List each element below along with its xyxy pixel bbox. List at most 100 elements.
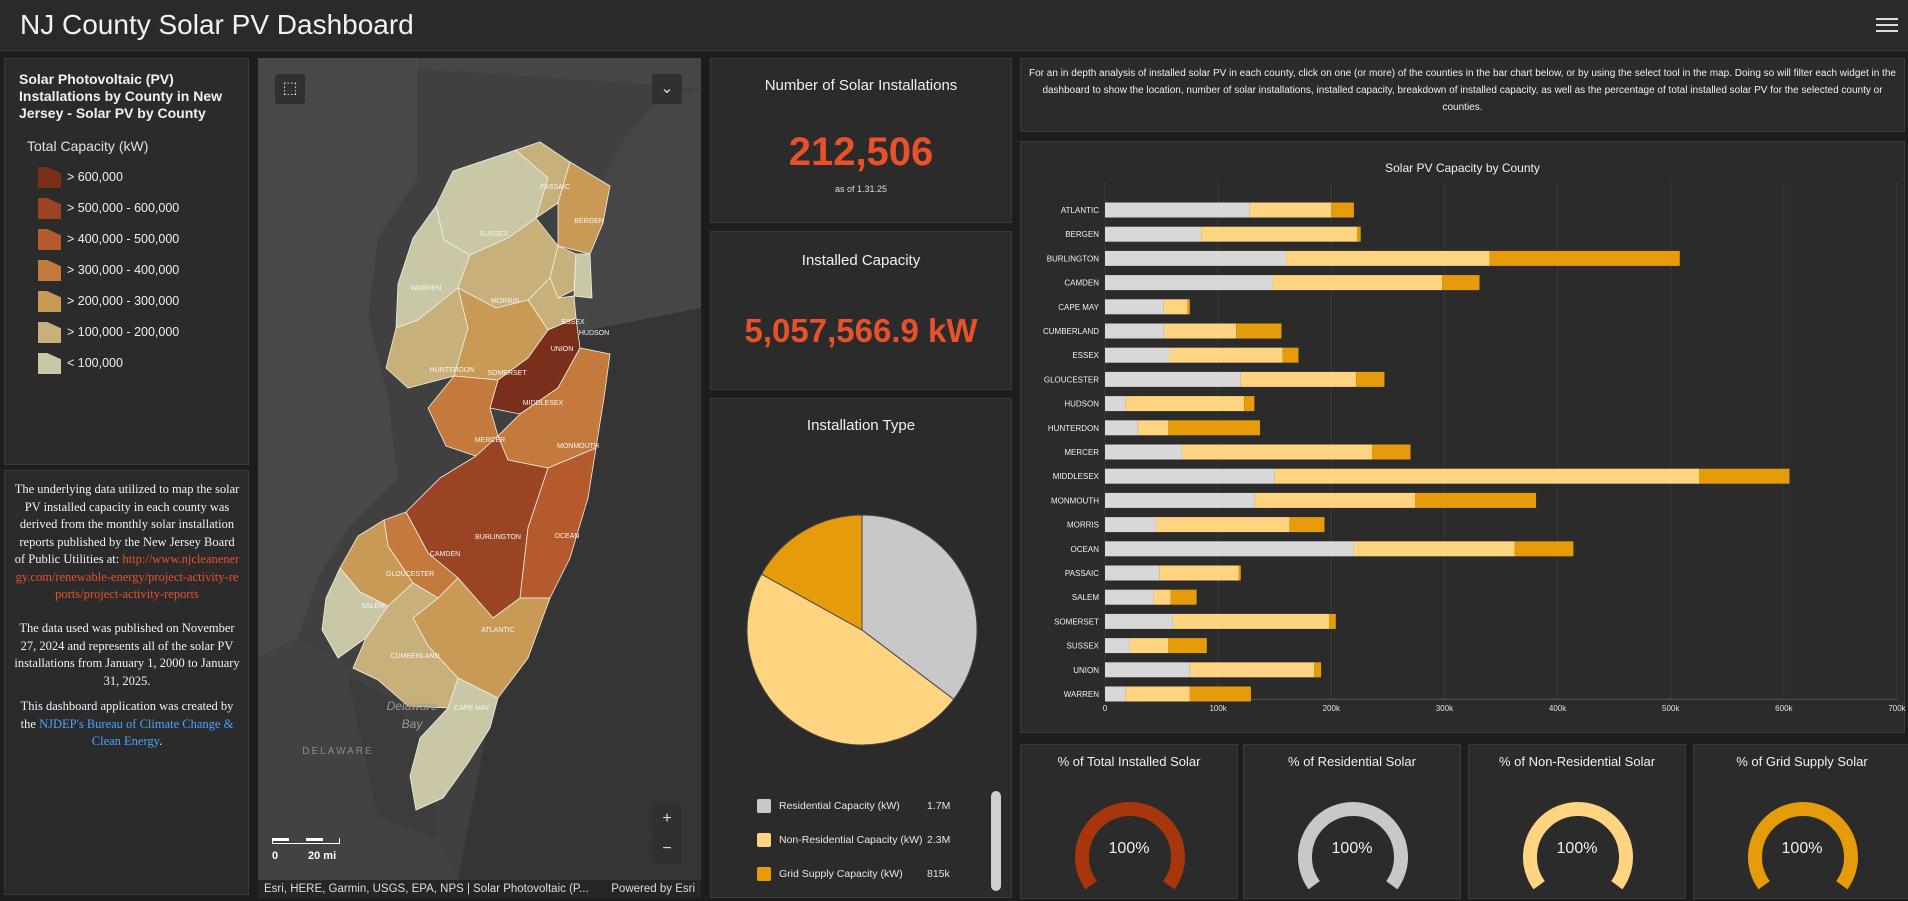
bar-segment[interactable] <box>1189 686 1251 702</box>
bar-segment[interactable] <box>1314 662 1322 678</box>
category-label[interactable]: ESSEX <box>1072 351 1099 360</box>
bar-segment[interactable] <box>1514 541 1574 557</box>
installations-indicator[interactable]: Number of Solar Installations 212,506 as… <box>710 58 1012 223</box>
bar-segment[interactable] <box>1168 420 1261 436</box>
bar-segment[interactable] <box>1169 347 1283 363</box>
bar-segment[interactable] <box>1163 299 1188 315</box>
bar-segment[interactable] <box>1181 444 1373 460</box>
county-hudson[interactable] <box>573 253 593 299</box>
bar-segment[interactable] <box>1282 347 1299 363</box>
bar-segment[interactable] <box>1105 250 1287 266</box>
bar-segment[interactable] <box>1187 299 1190 315</box>
bar-segment[interactable] <box>1129 638 1169 654</box>
bar-segment[interactable] <box>1105 613 1173 629</box>
category-label[interactable]: CUMBERLAND <box>1043 327 1099 336</box>
category-label[interactable]: GLOUCESTER <box>1044 375 1099 384</box>
county-ocean[interactable] <box>519 447 597 599</box>
njdep-bureau-link[interactable]: NJDEP's Bureau of Climate Change & Clean… <box>39 716 234 749</box>
gauge-grid-supply[interactable]: % of Grid Supply Solar 100% <box>1693 744 1908 899</box>
county-map[interactable]: SUSSEX PASSAIC BERGEN WARREN MORRIS ESSE… <box>258 58 701 898</box>
bar-segment[interactable] <box>1105 565 1160 581</box>
zoom-in-button[interactable]: + <box>652 804 682 834</box>
bar-segment[interactable] <box>1105 686 1126 702</box>
bar-segment[interactable] <box>1105 638 1130 654</box>
bar-segment[interactable] <box>1125 686 1190 702</box>
installation-type-pie[interactable]: Installation Type Residential Capacity (… <box>710 398 1012 898</box>
bar-segment[interactable] <box>1244 396 1255 412</box>
bar-segment[interactable] <box>1155 517 1290 533</box>
category-label[interactable]: WARREN <box>1064 690 1099 699</box>
bar-segment[interactable] <box>1105 323 1164 339</box>
bar-segment[interactable] <box>1236 323 1282 339</box>
bar-segment[interactable] <box>1272 275 1443 291</box>
bar-segment[interactable] <box>1168 638 1207 654</box>
bar-segment[interactable] <box>1489 250 1680 266</box>
bar-segment[interactable] <box>1105 226 1202 242</box>
gauge-non-residential[interactable]: % of Non-Residential Solar 100% <box>1468 744 1686 899</box>
bar-segment[interactable] <box>1105 444 1182 460</box>
bar-segment[interactable] <box>1125 396 1245 412</box>
category-label[interactable]: BERGEN <box>1065 230 1099 239</box>
bar-segment[interactable] <box>1105 492 1255 508</box>
category-label[interactable]: MORRIS <box>1067 521 1099 530</box>
bar-segment[interactable] <box>1105 662 1190 678</box>
bar-segment[interactable] <box>1289 517 1325 533</box>
bar-segment[interactable] <box>1201 226 1358 242</box>
bar-segment[interactable] <box>1105 420 1138 436</box>
bar-segment[interactable] <box>1357 226 1361 242</box>
bar-segment[interactable] <box>1159 565 1239 581</box>
category-label[interactable]: BURLINGTON <box>1047 254 1100 263</box>
category-label[interactable]: HUNTERDON <box>1048 424 1099 433</box>
bar-segment[interactable] <box>1240 371 1357 387</box>
bar-segment[interactable] <box>1105 202 1250 218</box>
hamburger-menu-icon[interactable] <box>1876 14 1898 36</box>
bar-segment[interactable] <box>1172 613 1330 629</box>
powered-by-esri[interactable]: Powered by Esri <box>611 883 695 895</box>
category-label[interactable]: ATLANTIC <box>1061 206 1099 215</box>
gauge-total-installed[interactable]: % of Total Installed Solar 100% <box>1020 744 1238 899</box>
county-salem[interactable] <box>321 567 389 659</box>
category-label[interactable]: MIDDLESEX <box>1053 472 1100 481</box>
pie-slice-1[interactable] <box>746 573 955 746</box>
bar-segment[interactable] <box>1153 589 1171 605</box>
bar-segment[interactable] <box>1105 589 1154 605</box>
category-label[interactable]: SALEM <box>1072 593 1099 602</box>
category-label[interactable]: CAPE MAY <box>1058 303 1099 312</box>
bar-segment[interactable] <box>1137 420 1169 436</box>
bar-segment[interactable] <box>1372 444 1411 460</box>
county-mercer[interactable] <box>427 375 499 457</box>
pie-slice-0[interactable] <box>861 514 978 701</box>
bar-segment[interactable] <box>1105 299 1164 315</box>
bar-segment[interactable] <box>1699 468 1790 484</box>
category-label[interactable]: CAMDEN <box>1064 279 1099 288</box>
bar-segment[interactable] <box>1442 275 1480 291</box>
bar-segment[interactable] <box>1274 468 1699 484</box>
bar-segment[interactable] <box>1356 371 1385 387</box>
expand-chevron-icon[interactable]: ⌄ <box>652 74 682 104</box>
bar-segment[interactable] <box>1254 492 1416 508</box>
bar-segment[interactable] <box>1353 541 1515 557</box>
bar-segment[interactable] <box>1105 275 1273 291</box>
category-label[interactable]: PASSAIC <box>1065 569 1099 578</box>
capacity-by-county-chart[interactable]: Solar PV Capacity by County 0 100k 200k 300… <box>1020 141 1906 733</box>
zoom-out-button[interactable]: − <box>652 834 682 864</box>
bar-segment[interactable] <box>1105 517 1156 533</box>
bar-segment[interactable] <box>1105 468 1275 484</box>
capacity-indicator[interactable]: Installed Capacity 5,057,566.9 kW <box>710 231 1012 390</box>
pie-slice-2[interactable] <box>760 514 863 631</box>
select-tool-button[interactable]: ⬚ <box>275 74 305 104</box>
category-label[interactable]: UNION <box>1073 666 1099 675</box>
bar-segment[interactable] <box>1249 202 1332 218</box>
bar-segment[interactable] <box>1105 347 1170 363</box>
legend-scrollbar[interactable] <box>991 791 1001 891</box>
bar-segment[interactable] <box>1415 492 1537 508</box>
bar-segment[interactable] <box>1286 250 1490 266</box>
category-label[interactable]: MERCER <box>1064 448 1099 457</box>
bpu-report-link[interactable]: http://www.njcleanenergy.com/renewable-e… <box>15 552 240 601</box>
category-label[interactable]: OCEAN <box>1071 545 1100 554</box>
bar-segment[interactable] <box>1238 565 1241 581</box>
county-cape-may[interactable] <box>409 677 499 811</box>
category-label[interactable]: HUDSON <box>1064 400 1099 409</box>
bar-segment[interactable] <box>1329 613 1336 629</box>
gauge-residential[interactable]: % of Residential Solar 100% <box>1243 744 1461 899</box>
